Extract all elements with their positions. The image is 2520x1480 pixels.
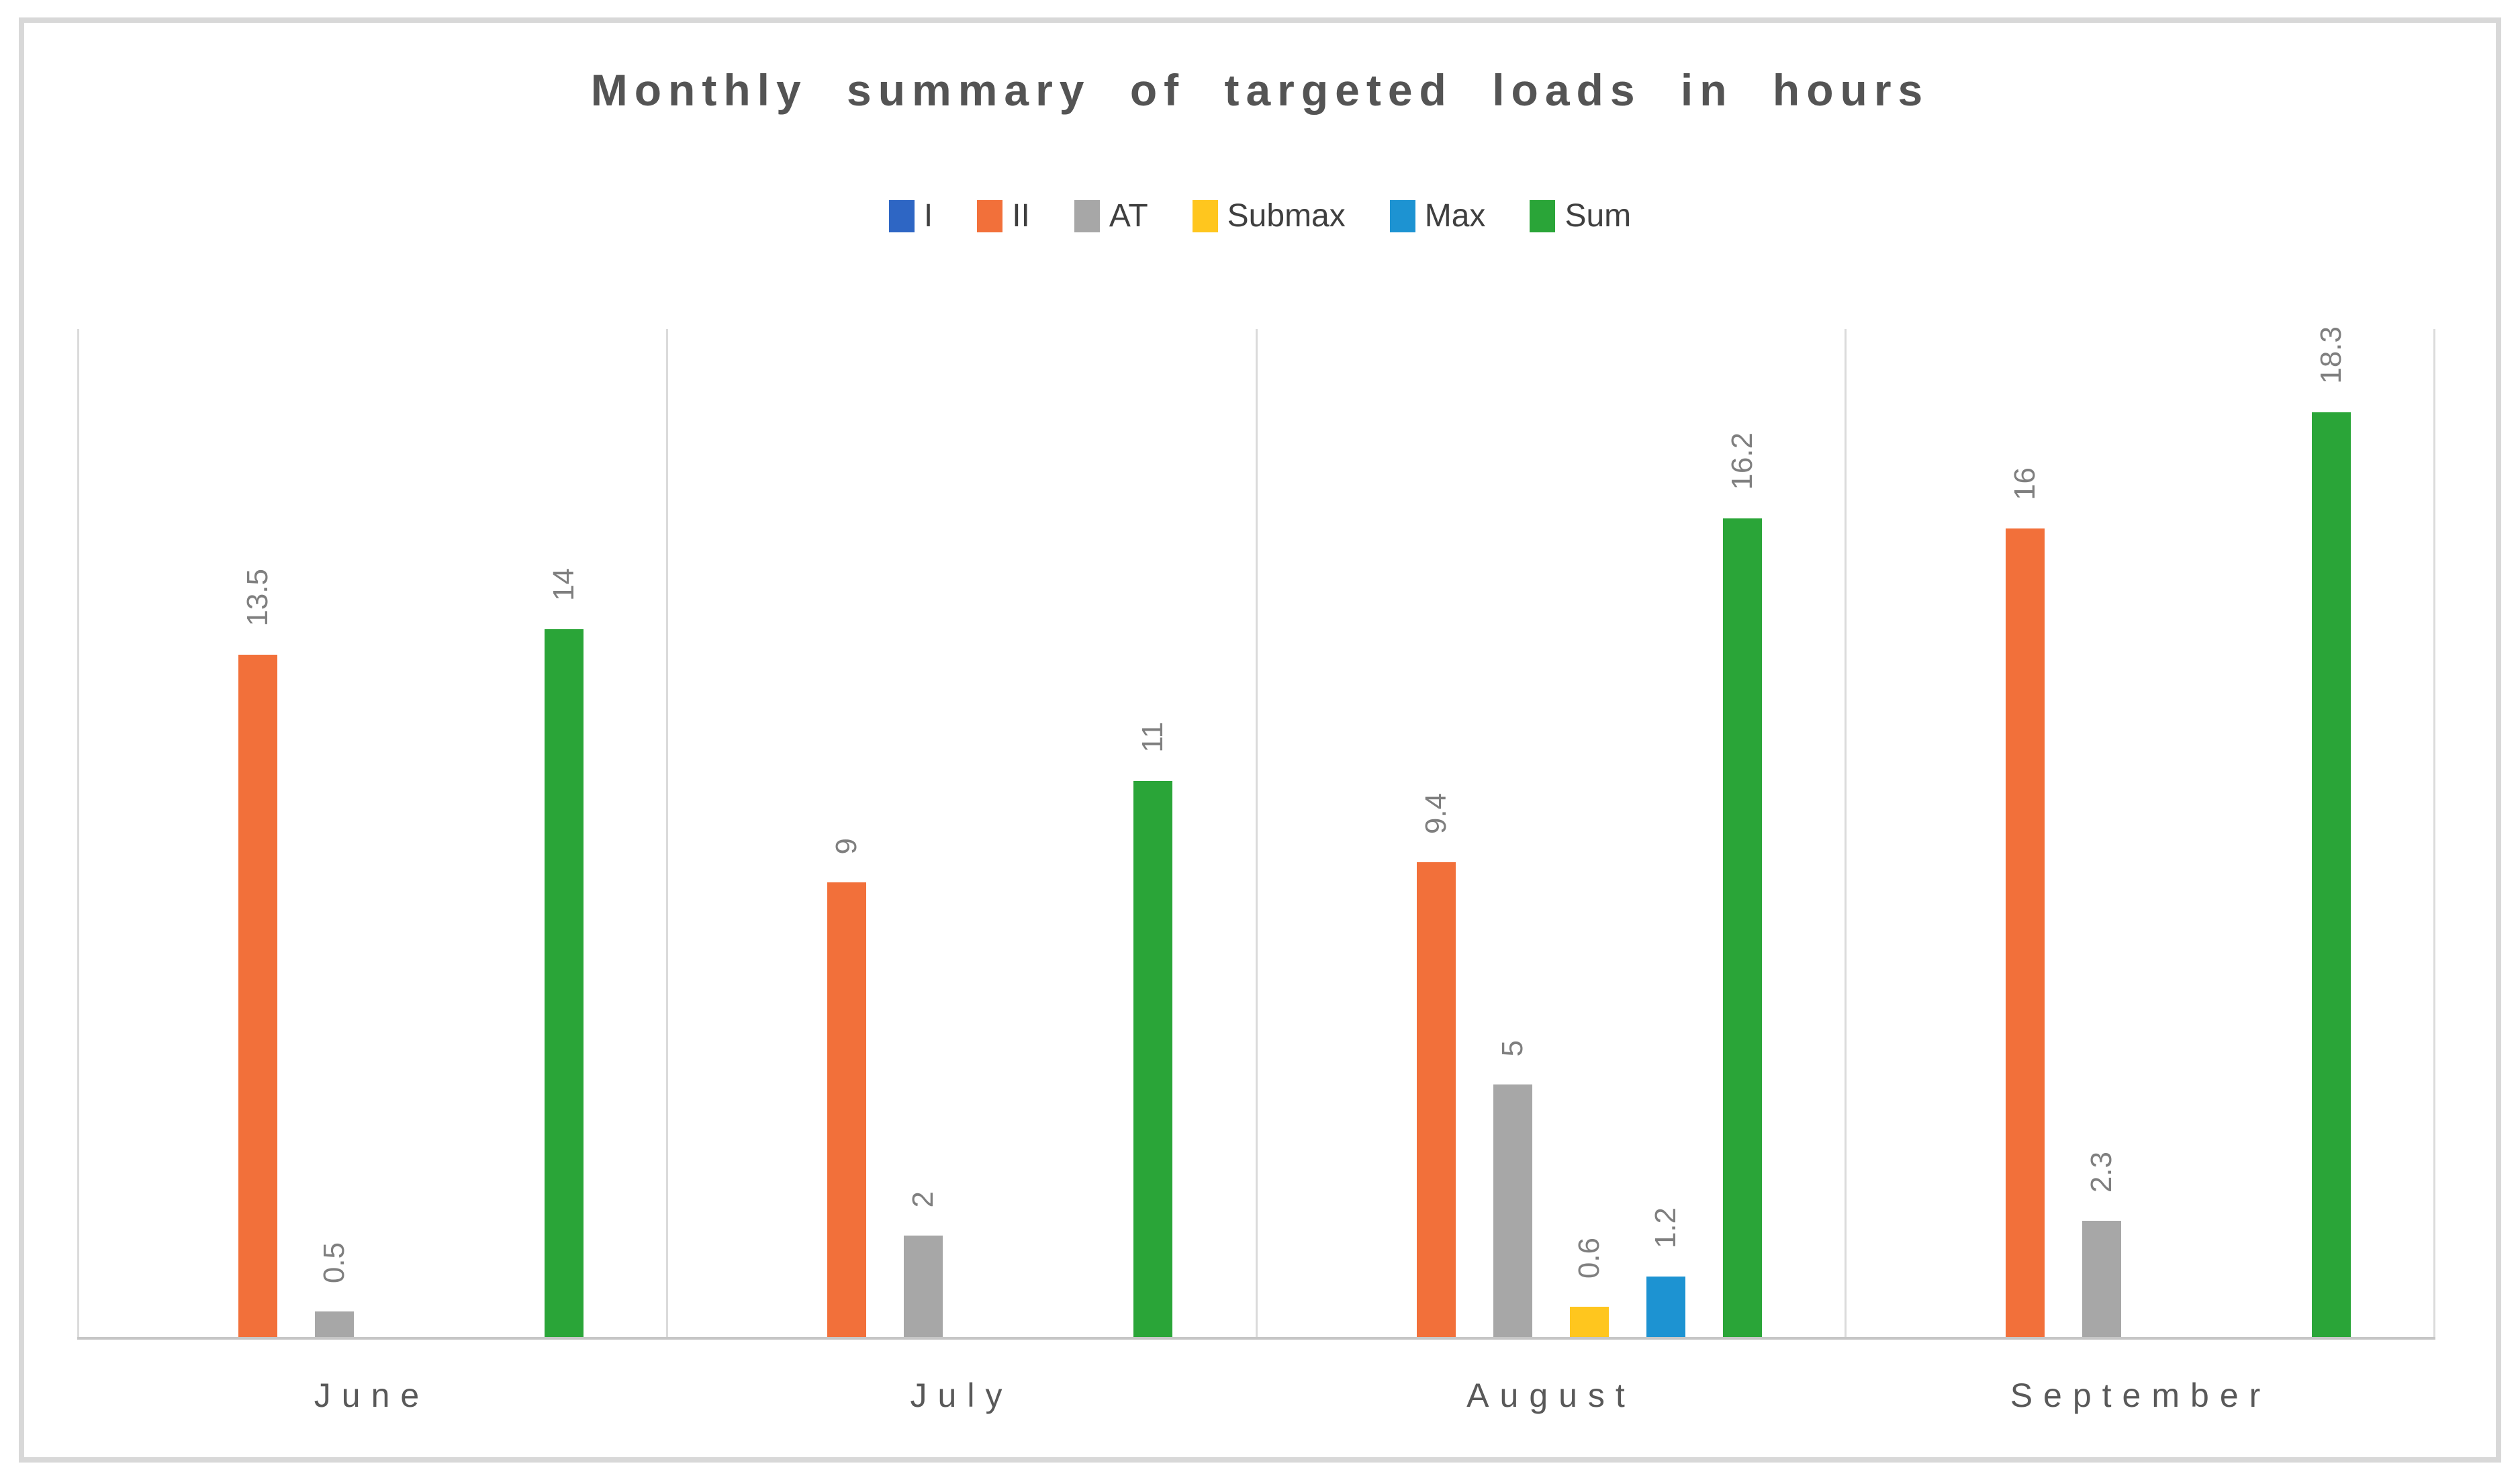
- legend-label: I: [923, 198, 933, 234]
- legend-swatch-icon: [1530, 199, 1556, 232]
- bar-slot-July-AT: 2: [904, 329, 943, 1337]
- legend: I II AT Submax Max Sum: [0, 197, 2520, 234]
- bar-August-Max: [1646, 1277, 1685, 1337]
- legend-item-Sum: Sum: [1530, 197, 1631, 234]
- legend-label: Sum: [1565, 198, 1632, 234]
- legend-swatch-icon: [888, 199, 915, 232]
- legend-swatch-icon: [1389, 199, 1415, 232]
- category-label-August: August: [1466, 1377, 1636, 1414]
- bar-September-AT: [2082, 1221, 2121, 1337]
- legend-swatch-icon: [977, 199, 1003, 232]
- bar-value-label: 14: [547, 568, 581, 601]
- legend-label: Submax: [1227, 198, 1346, 234]
- bar-slot-September-Max: [2235, 329, 2274, 1337]
- bar-slot-July-I: [751, 329, 790, 1337]
- bar-value-label: 2.3: [2084, 1151, 2118, 1193]
- plot-area: 13.5 0.5 14 9 2 11 9.4 5 0.6 1.2 16.2 16 2.3 18.3: [77, 326, 2435, 1340]
- bar-June-AT: [315, 1311, 355, 1337]
- bar-slot-June-Submax: [391, 329, 430, 1337]
- bar-slot-July-Max: [1057, 329, 1096, 1337]
- category-section-July: 9 2 11: [666, 329, 1255, 1337]
- bar-value-label: 9.4: [1419, 792, 1452, 834]
- category-section-June: 13.5 0.5 14: [77, 329, 666, 1337]
- bar-value-label: 18.3: [2314, 326, 2347, 384]
- bar-slot-June-AT: 0.5: [315, 329, 355, 1337]
- chart-title: Monthly summary of targeted loads in hou…: [590, 65, 1930, 115]
- bar-September-II: [2005, 528, 2045, 1337]
- legend-item-AT: AT: [1074, 197, 1148, 234]
- bar-value-label: 13.5: [241, 569, 275, 627]
- bar-slot-June-II: 13.5: [238, 329, 278, 1337]
- bar-August-Sum: [1722, 518, 1762, 1337]
- legend-swatch-icon: [1192, 199, 1218, 232]
- bar-value-label: 2: [906, 1191, 940, 1207]
- legend-label: Max: [1424, 198, 1486, 234]
- bar-slot-June-Sum: 14: [545, 329, 584, 1337]
- bar-slot-September-AT: 2.3: [2082, 329, 2121, 1337]
- bar-slot-June-I: [162, 329, 201, 1337]
- bar-slot-July-Submax: [980, 329, 1019, 1337]
- bar-value-label: 16.2: [1725, 432, 1759, 490]
- category-label-July: July: [910, 1377, 1013, 1414]
- bar-August-II: [1416, 862, 1456, 1337]
- bar-slot-September-I: [1929, 329, 1968, 1337]
- bar-July-Sum: [1133, 781, 1173, 1337]
- category-label-June: June: [314, 1377, 430, 1414]
- bar-June-II: [238, 655, 278, 1337]
- bar-July-AT: [904, 1236, 943, 1337]
- bar-slot-September-Sum: 18.3: [2311, 326, 2351, 1337]
- bar-slot-August-Sum: 16.2: [1722, 329, 1762, 1337]
- bar-slot-July-II: 9: [827, 329, 867, 1337]
- legend-swatch-icon: [1074, 199, 1100, 232]
- bar-slot-September-Submax: [2159, 329, 2198, 1337]
- bar-value-label: 0.6: [1572, 1237, 1605, 1279]
- bar-slot-August-I: [1340, 329, 1379, 1337]
- legend-item-I: I: [888, 197, 933, 234]
- legend-label: II: [1012, 198, 1030, 234]
- bar-September-Sum: [2311, 412, 2351, 1337]
- bar-June-Sum: [545, 629, 584, 1337]
- bar-August-AT: [1493, 1084, 1532, 1337]
- category-label-September: September: [2010, 1377, 2272, 1414]
- bar-value-label: 11: [1136, 722, 1170, 753]
- bar-slot-September-II: 16: [2005, 329, 2045, 1337]
- bar-slot-August-II: 9.4: [1416, 329, 1456, 1337]
- bar-slot-August-AT: 5: [1493, 329, 1532, 1337]
- bar-value-label: 1.2: [1648, 1207, 1682, 1248]
- bar-value-label: 16: [2008, 467, 2041, 500]
- category-section-September: 16 2.3 18.3: [1844, 326, 2435, 1337]
- bar-July-II: [827, 882, 867, 1337]
- legend-item-II: II: [977, 197, 1030, 234]
- bar-August-Submax: [1569, 1307, 1609, 1337]
- bar-value-label: 5: [1495, 1039, 1529, 1056]
- bar-value-label: 0.5: [318, 1242, 351, 1283]
- x-axis-category-row: June July August September: [77, 1376, 2435, 1415]
- legend-item-Submax: Submax: [1192, 197, 1346, 234]
- bar-slot-August-Max: 1.2: [1646, 329, 1685, 1337]
- bar-slot-July-Sum: 11: [1133, 329, 1173, 1337]
- category-section-August: 9.4 5 0.6 1.2 16.2: [1255, 329, 1845, 1337]
- plot-sections: 13.5 0.5 14 9 2 11 9.4 5 0.6 1.2 16.2 16 2.3 18.3: [77, 326, 2435, 1337]
- bar-slot-August-Submax: 0.6: [1569, 329, 1609, 1337]
- bar-value-label: 9: [830, 837, 864, 854]
- legend-label: AT: [1109, 198, 1148, 234]
- legend-item-Max: Max: [1389, 197, 1486, 234]
- bar-slot-June-Max: [468, 329, 507, 1337]
